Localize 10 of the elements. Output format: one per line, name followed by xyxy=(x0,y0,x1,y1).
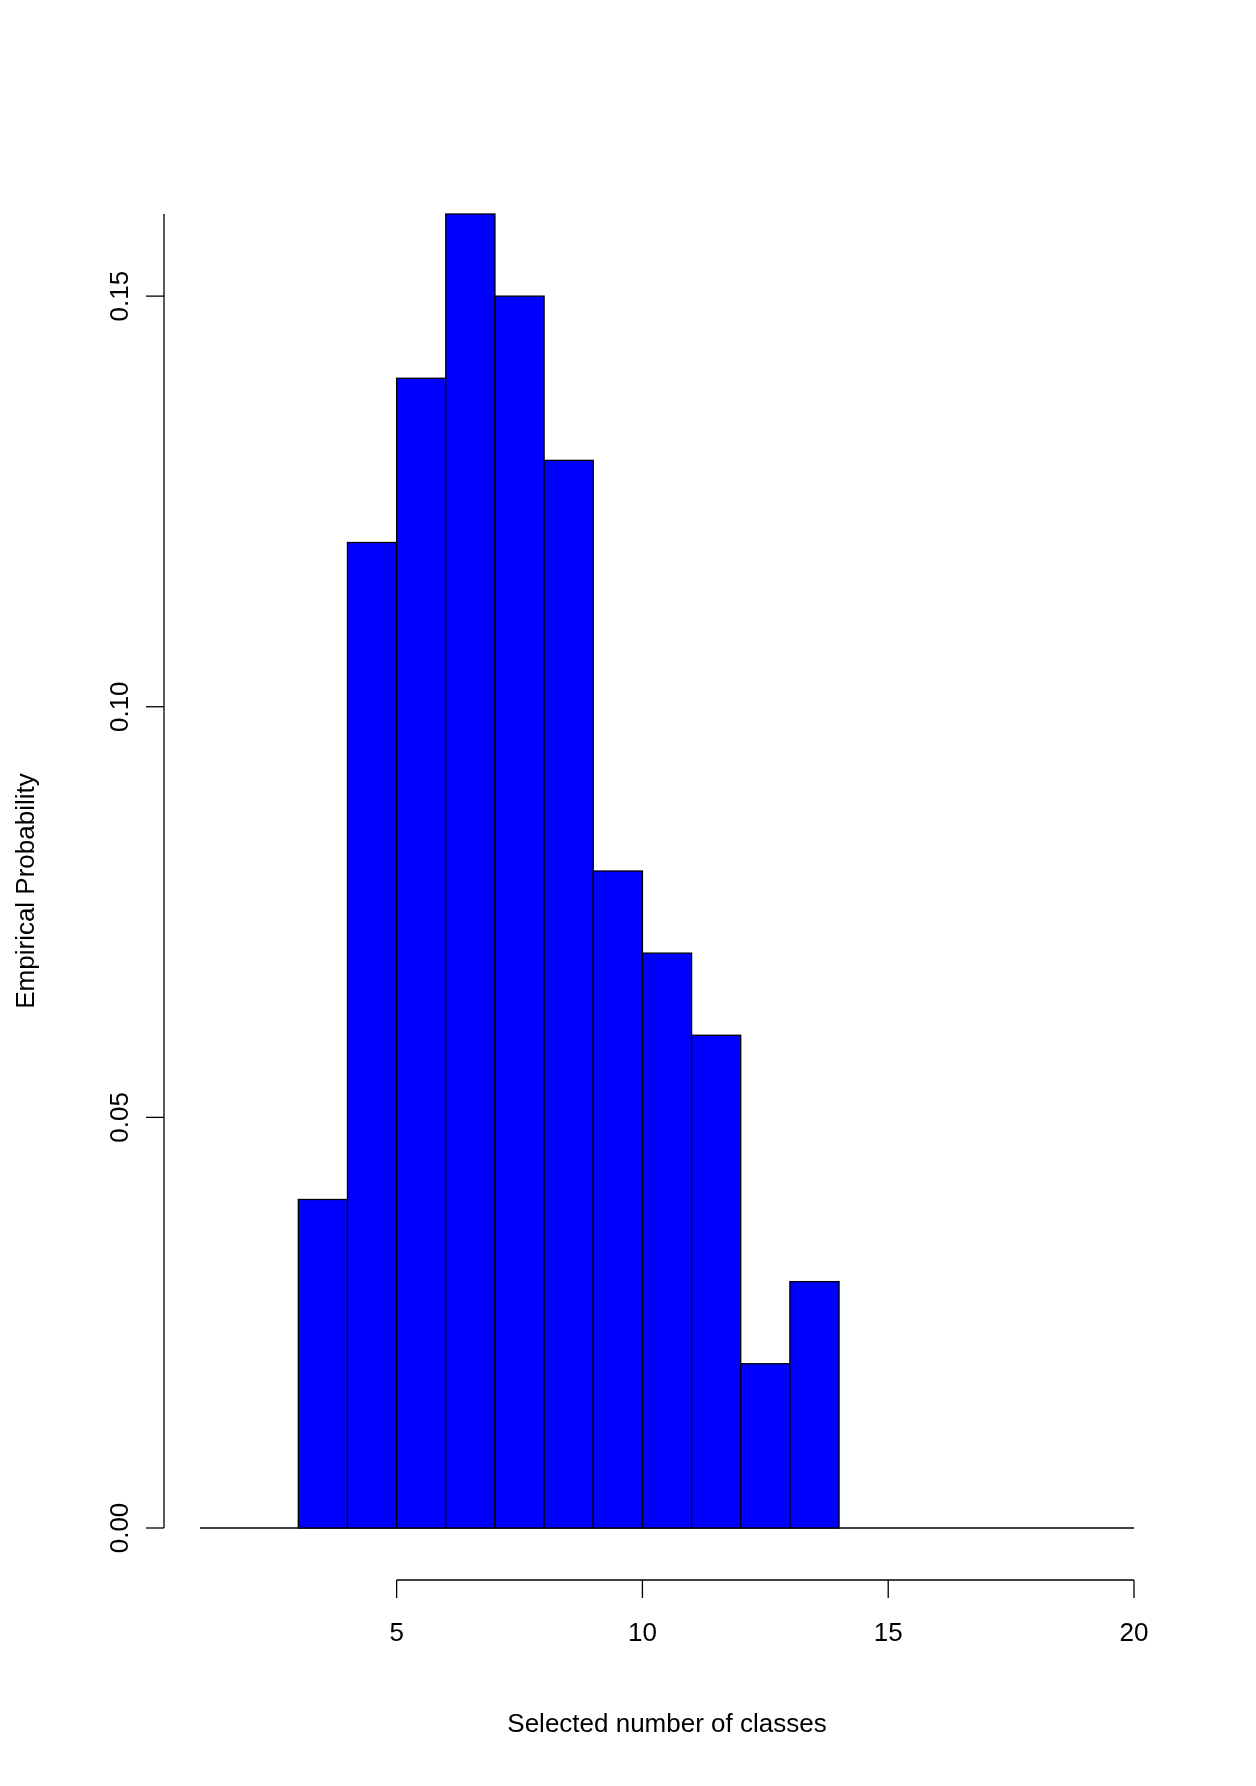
x-tick-label: 10 xyxy=(627,1617,657,1647)
x-tick-label: 20 xyxy=(1119,1617,1149,1647)
x-tick-label: 5 xyxy=(389,1617,404,1647)
y-tick-label: 0.05 xyxy=(104,1092,134,1143)
x-axis-title: Selected number of classes xyxy=(507,1708,827,1738)
y-tick-label: 0.15 xyxy=(104,270,134,322)
y-tick-label: 0.10 xyxy=(104,681,134,733)
y-tick-label: 0.00 xyxy=(104,1502,134,1554)
x-tick-label: 15 xyxy=(873,1617,903,1647)
y-axis-title: Empirical Probability xyxy=(10,773,40,1009)
